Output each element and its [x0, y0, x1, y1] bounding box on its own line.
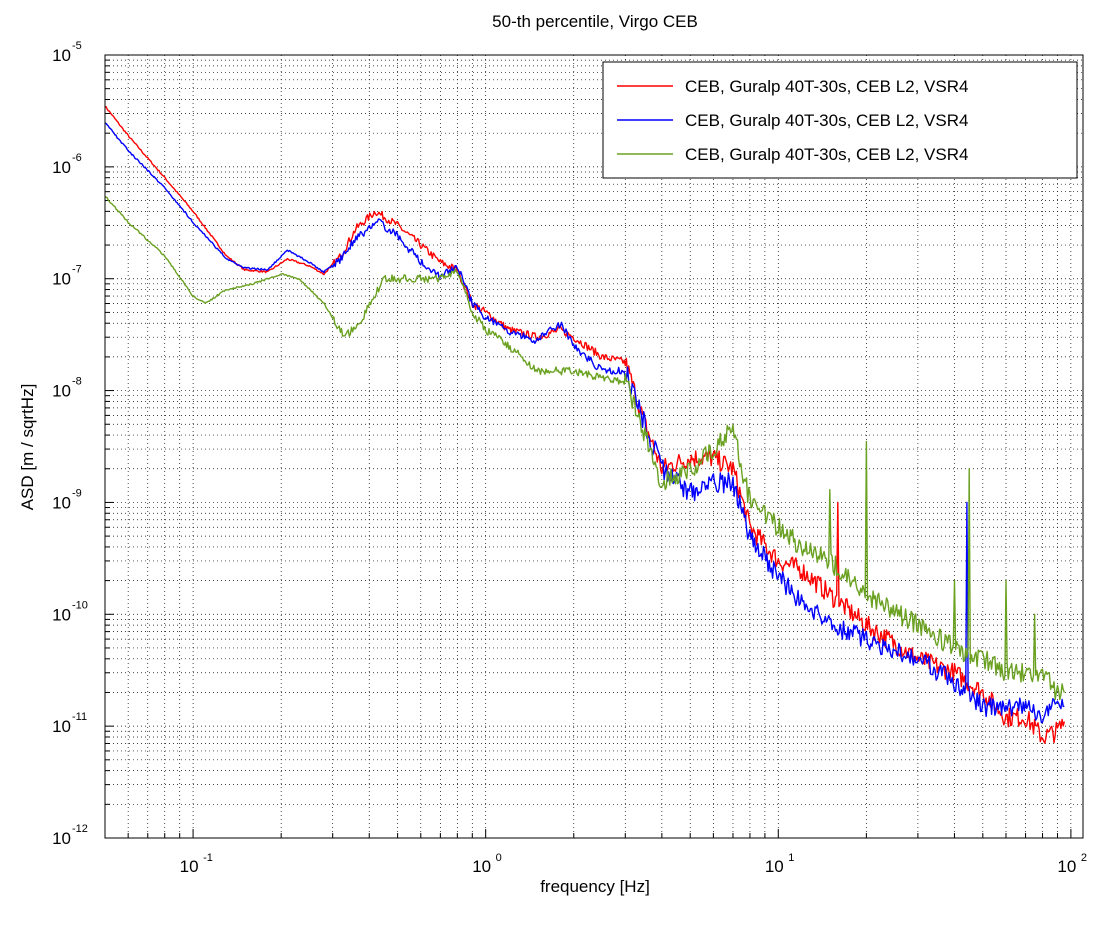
y-axis-label: ASD [m / sqrtHz]: [18, 384, 37, 511]
svg-text:10: 10: [1057, 857, 1076, 876]
x-tick-label: 10 -1: [180, 852, 213, 876]
svg-text:10: 10: [180, 857, 199, 876]
svg-text:-9: -9: [72, 487, 82, 499]
svg-text:10: 10: [52, 270, 71, 289]
legend: CEB, Guralp 40T-30s, CEB L2, VSR4 CEB, Gu…: [602, 61, 1078, 179]
svg-text:10: 10: [52, 382, 71, 401]
y-tick-label: 10 -8: [52, 376, 82, 401]
svg-text:10: 10: [52, 46, 71, 65]
svg-text:10: 10: [52, 829, 71, 848]
svg-text:-8: -8: [72, 376, 82, 388]
y-tick-label: 10 -11: [52, 711, 87, 736]
y-tick-label: 10 -5: [52, 40, 82, 65]
chart-title: 50-th percentile, Virgo CEB: [492, 12, 698, 31]
svg-text:10: 10: [472, 857, 491, 876]
legend-box: [602, 61, 1078, 179]
legend-label: CEB, Guralp 40T-30s, CEB L2, VSR4: [685, 77, 968, 96]
series-line-3: [104, 196, 1066, 701]
svg-text:-6: -6: [72, 152, 82, 164]
grid-layer: [104, 54, 1083, 839]
svg-text:2: 2: [1081, 852, 1087, 864]
x-tick-label: 10 1: [765, 852, 795, 876]
x-tick-label: 10 0: [472, 852, 502, 876]
svg-text:10: 10: [52, 605, 71, 624]
y-tick-label: 10 -10: [52, 599, 88, 624]
svg-text:10: 10: [765, 857, 784, 876]
svg-text:-1: -1: [203, 852, 213, 864]
svg-text:-10: -10: [72, 599, 88, 611]
svg-text:-11: -11: [72, 711, 87, 723]
legend-label: CEB, Guralp 40T-30s, CEB L2, VSR4: [685, 145, 968, 164]
svg-text:-12: -12: [72, 823, 88, 835]
x-tick-label: 10 2: [1057, 852, 1087, 876]
x-tick-labels: 10 -1 10 0 10 1 10 2: [180, 852, 1087, 876]
y-tick-label: 10 -9: [52, 487, 82, 512]
legend-entry: CEB, Guralp 40T-30s, CEB L2, VSR4: [617, 145, 968, 164]
svg-text:10: 10: [52, 717, 71, 736]
series-layer: [104, 106, 1066, 744]
plot-frame: [104, 54, 1084, 839]
legend-entry: CEB, Guralp 40T-30s, CEB L2, VSR4: [617, 111, 968, 130]
svg-text:-5: -5: [72, 40, 82, 52]
svg-text:10: 10: [52, 493, 71, 512]
series-line-2: [104, 122, 1065, 724]
svg-text:-7: -7: [72, 264, 82, 276]
x-axis-label: frequency [Hz]: [540, 877, 650, 896]
svg-text:0: 0: [496, 852, 502, 864]
y-tick-label: 10 -12: [52, 823, 88, 848]
legend-entry: CEB, Guralp 40T-30s, CEB L2, VSR4: [617, 77, 968, 96]
y-tick-label: 10 -7: [52, 264, 82, 289]
legend-label: CEB, Guralp 40T-30s, CEB L2, VSR4: [685, 111, 968, 130]
svg-text:10: 10: [52, 158, 71, 177]
svg-text:1: 1: [788, 852, 794, 864]
series-line-1: [104, 106, 1066, 744]
y-tick-label: 10 -6: [52, 152, 82, 177]
